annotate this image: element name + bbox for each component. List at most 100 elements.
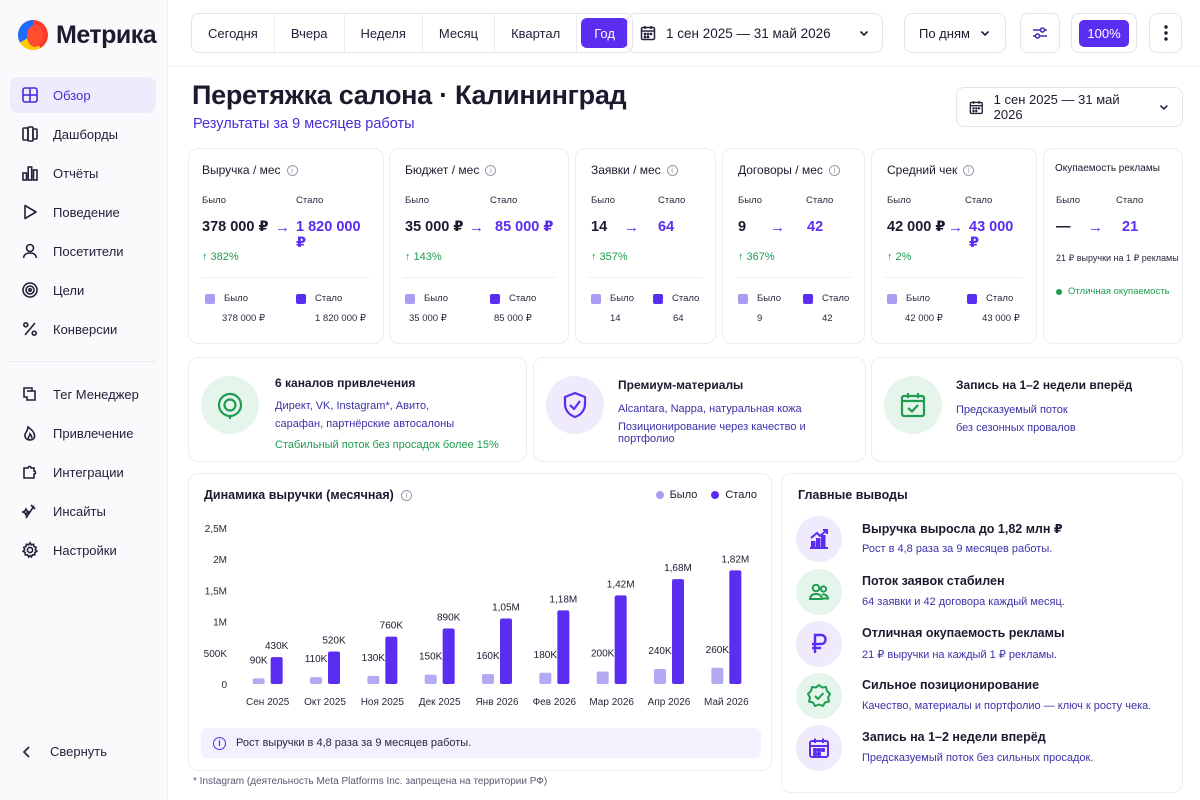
period-year[interactable]: Год <box>581 18 628 48</box>
legend-was: Было <box>224 293 248 304</box>
app-name: Метрика <box>56 20 157 49</box>
info-icon[interactable]: i <box>485 164 497 176</box>
kpi-legend-now-value: 42 <box>822 313 833 324</box>
conclusion-title: Запись на 1–2 недели вперёд <box>862 730 1046 744</box>
sidebar-item-acquisition[interactable]: Привлечение <box>10 415 156 451</box>
sidebar-item-visitors[interactable]: Посетители <box>10 233 156 269</box>
bar-was <box>596 671 609 684</box>
legend-now: Стало <box>509 293 537 304</box>
kpi-legend-now-value: 43 000 ₽ <box>982 313 1020 324</box>
data-label-now: 1,18M <box>549 594 577 605</box>
data-label-now: 520K <box>322 636 346 647</box>
sidebar-item-settings[interactable]: Настройки <box>10 532 156 568</box>
play-icon <box>24 204 37 220</box>
bar-was <box>654 669 666 684</box>
page-title: Перетяжка салона · Калининград <box>192 80 627 110</box>
sidebar-item-tag-manager[interactable]: Тег Менеджер <box>10 376 156 412</box>
info-card-title: Премиум-материалы <box>618 378 744 392</box>
info-card-line: Alcantara, Nappa, натуральная кожа <box>618 403 802 415</box>
sidebar-item-behavior[interactable]: Поведение <box>10 194 156 230</box>
data-label-now: 1,68M <box>664 563 692 574</box>
kpi-was-label: Было <box>1056 195 1080 206</box>
kpi-now-value: 42 <box>807 219 824 235</box>
period-month[interactable]: Месяц <box>423 14 496 52</box>
legend-item-now[interactable]: Стало <box>711 489 757 501</box>
conclusion-item: Выручка выросла до 1,82 млн ₽ Рост в 4,8… <box>796 516 1176 562</box>
period-today[interactable]: Сегодня <box>192 14 275 52</box>
sidebar-item-reports[interactable]: Отчёты <box>10 155 156 191</box>
x-tick-label: Янв 2026 <box>475 697 519 708</box>
sidebar-item-label: Привлечение <box>53 425 134 441</box>
kpi-growth: ↑ 367% <box>738 251 775 263</box>
sidebar-item-overview[interactable]: Обзор <box>10 77 156 113</box>
info-icon[interactable]: i <box>400 489 412 501</box>
kpi-card-revenue: Выручка / мес i Было Стало 378 000 ₽ → 1 820… <box>188 148 384 344</box>
sidebar-item-goals[interactable]: Цели <box>10 272 156 308</box>
bar-was <box>482 674 494 684</box>
info-card-booking: Запись на 1–2 недели вперёд Предсказуемы… <box>871 357 1183 462</box>
info-icon[interactable]: i <box>666 164 678 176</box>
x-tick-label: Окт 2025 <box>304 697 346 708</box>
sidebar-item-label: Интеграции <box>53 464 124 480</box>
info-card-title: Запись на 1–2 недели вперёд <box>956 378 1133 392</box>
sidebar-item-dashboards[interactable]: Дашборды <box>10 116 156 152</box>
info-icon[interactable]: i <box>828 164 840 176</box>
conclusions-title: Главные выводы <box>798 488 908 502</box>
collapse-sidebar-button[interactable]: Свернуть <box>20 744 107 759</box>
kpi-now-value: 43 000 ₽ <box>969 219 1014 251</box>
bar-now <box>500 618 512 684</box>
sidebar-item-insights[interactable]: Инсайты <box>10 493 156 529</box>
info-card-line: Позиционирование через качество и портфо… <box>618 421 806 445</box>
kpi-legend-was-value: 9 <box>757 313 763 324</box>
location-target-icon <box>217 392 243 419</box>
grouping-select[interactable]: По дням <box>904 13 1006 53</box>
kpi-now-label: Стало <box>1116 195 1144 206</box>
kpi-legend-was-value: 42 000 ₽ <box>905 313 943 324</box>
arrow-right-icon: → <box>469 219 484 236</box>
sidebar-item-conversions[interactable]: Конверсии <box>10 311 156 347</box>
conclusion-title: Выручка выросла до 1,82 млн ₽ <box>862 522 1063 536</box>
kpi-card-average-check: Средний чек i Было Стало 42 000 ₽ → 43 000 ₽… <box>871 148 1037 344</box>
channels-icon-wrap <box>201 376 259 434</box>
kpi-title: Бюджет / мес <box>405 163 480 177</box>
kpi-legend-was-value: 35 000 ₽ <box>409 313 447 324</box>
report-date-range-picker[interactable]: 1 сен 2025 — 31 май 2026 <box>956 87 1183 127</box>
kpi-card-leads: Заявки / мес i Было Стало 14 → 64 ↑ 357% Был… <box>575 148 716 344</box>
info-icon[interactable]: i <box>963 164 975 176</box>
zoom-button[interactable]: 100% <box>1071 13 1137 53</box>
sidebar-item-integrations[interactable]: Интеграции <box>10 454 156 490</box>
period-week[interactable]: Неделя <box>345 14 423 52</box>
kpi-was-label: Было <box>202 195 226 206</box>
bar-now <box>672 579 684 684</box>
info-card-materials: Премиум-материалы Alcantara, Nappa, нату… <box>533 357 866 462</box>
chart-note-text: Рост выручки в 4,8 раза за 9 месяцев раб… <box>236 737 472 749</box>
data-label-was: 240K <box>648 646 672 657</box>
info-card-line: без сезонных провалов <box>956 422 1076 434</box>
period-yesterday[interactable]: Вчера <box>275 14 345 52</box>
sidebar-divider <box>10 361 156 362</box>
materials-icon-wrap <box>546 376 604 434</box>
kpi-was-value: 378 000 ₽ <box>202 219 269 235</box>
kpi-note: 21 ₽ выручки на 1 ₽ рекламы <box>1056 253 1179 263</box>
kpi-title: Договоры / мес <box>738 163 823 177</box>
logo[interactable]: Метрика <box>18 20 157 50</box>
bar-was <box>711 667 724 684</box>
kpi-legend-now-value: 64 <box>673 313 684 324</box>
period-quarter[interactable]: Квартал <box>495 14 578 52</box>
legend-item-was[interactable]: Было <box>655 489 697 501</box>
info-icon[interactable]: i <box>286 164 298 176</box>
legend-was: Было <box>424 293 448 304</box>
info-card-highlight: Стабильный поток без просадок более 15% <box>275 439 499 451</box>
kpi-now-value: 1 820 000 ₽ <box>296 219 361 251</box>
gear-icon <box>21 541 39 559</box>
kpi-title: Средний чек <box>887 163 958 177</box>
more-button[interactable] <box>1149 13 1182 53</box>
x-tick-label: Фев 2026 <box>533 697 577 708</box>
date-range-picker[interactable]: 1 сен 2025 — 31 май 2026 <box>627 13 883 53</box>
kpi-now-label: Стало <box>806 195 834 206</box>
conclusion-title: Сильное позиционирование <box>862 678 1040 692</box>
filter-button[interactable] <box>1020 13 1060 53</box>
legend-now: Стало <box>672 293 700 304</box>
conclusion-item: Запись на 1–2 недели вперёд Предсказуемы… <box>796 725 1176 771</box>
chevron-down-icon <box>1160 104 1169 111</box>
